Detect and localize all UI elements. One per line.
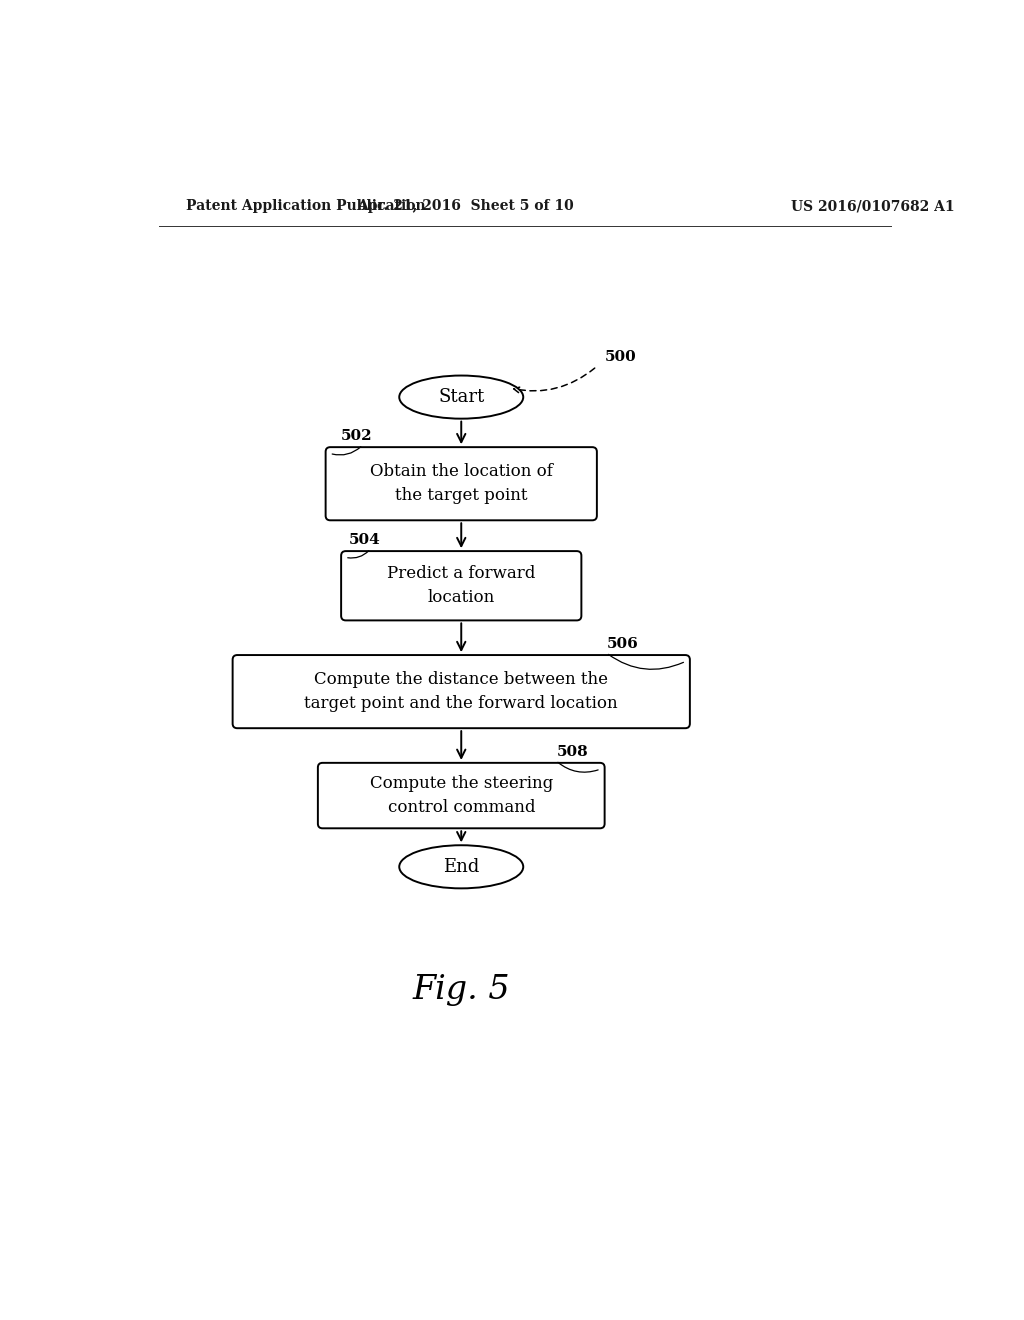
Text: 504: 504 [349, 533, 381, 548]
Text: 506: 506 [607, 638, 639, 651]
Text: Patent Application Publication: Patent Application Publication [186, 199, 426, 213]
Text: 500: 500 [604, 350, 636, 364]
FancyBboxPatch shape [326, 447, 597, 520]
FancyBboxPatch shape [341, 552, 582, 620]
Text: Compute the steering
control command: Compute the steering control command [370, 775, 553, 816]
Ellipse shape [399, 845, 523, 888]
Text: Obtain the location of
the target point: Obtain the location of the target point [370, 463, 553, 504]
Text: 502: 502 [341, 429, 373, 444]
Text: Start: Start [438, 388, 484, 407]
Text: End: End [443, 858, 479, 875]
Text: Fig. 5: Fig. 5 [413, 974, 510, 1006]
Text: Predict a forward
location: Predict a forward location [387, 565, 536, 606]
FancyBboxPatch shape [317, 763, 604, 829]
Text: Compute the distance between the
target point and the forward location: Compute the distance between the target … [304, 672, 618, 711]
Text: Apr. 21, 2016  Sheet 5 of 10: Apr. 21, 2016 Sheet 5 of 10 [356, 199, 573, 213]
Text: 508: 508 [557, 744, 589, 759]
Text: US 2016/0107682 A1: US 2016/0107682 A1 [791, 199, 954, 213]
FancyBboxPatch shape [232, 655, 690, 729]
Ellipse shape [399, 376, 523, 418]
